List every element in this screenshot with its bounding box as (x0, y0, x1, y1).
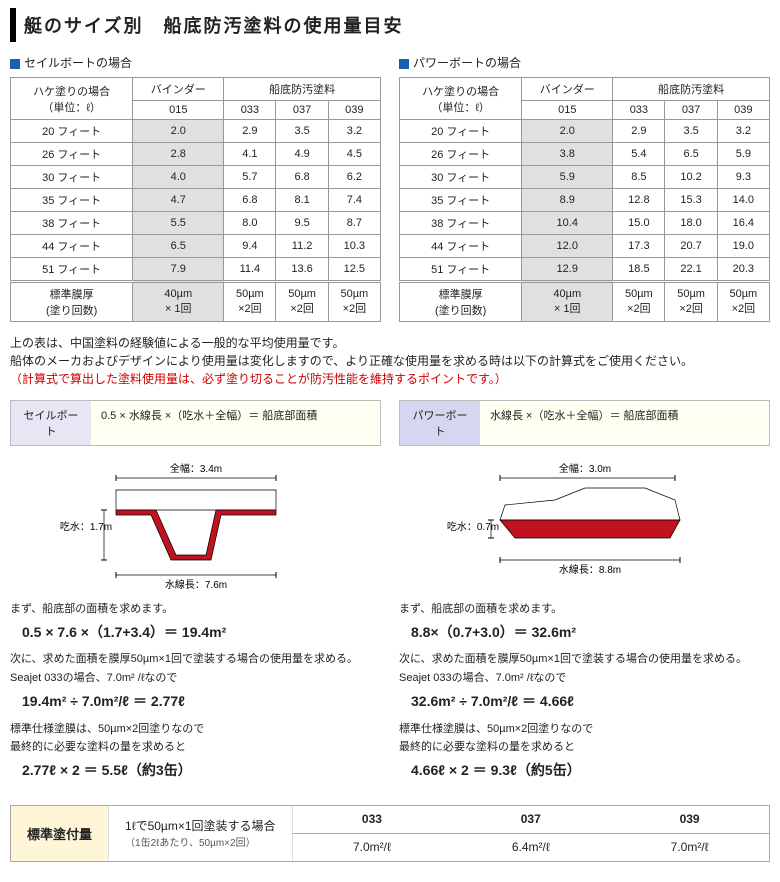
sail-heading-text: セイルボートの場合 (24, 56, 132, 70)
sail-heading: セイルボートの場合 (10, 54, 381, 71)
footer-mid: 1ℓで50µm×1回塗装する場合 （1缶2ℓあたり、50µm×2回） (108, 806, 292, 861)
power-diagram: 全幅：3.0m 吃水：0.7m 水線長：8.8m (399, 460, 770, 590)
calc-text: 次に、求めた面積を膜厚50µm×1回で塗装する場合の使用量を求める。 (399, 650, 770, 669)
formula-section: セイルボート 0.5 × 水線長 ×（吃水＋全幅）＝ 船底部面積 パワーボート … (10, 400, 770, 446)
power-heading: パワーボートの場合 (399, 54, 770, 71)
tables-section: セイルボートの場合 ハケ塗りの場合 （単位：ℓ）バインダー船底防汚塗料01503… (10, 54, 770, 322)
calc-text: 最終的に必要な塗料の量を求めると (399, 738, 770, 757)
note-line: 上の表は、中国塗料の経験値による一般的な平均使用量です。 (10, 334, 770, 352)
power-table: ハケ塗りの場合 （単位：ℓ）バインダー船底防汚塗料01503303703920 … (399, 77, 770, 322)
notes-block: 上の表は、中国塗料の経験値による一般的な平均使用量です。 船体のメーカおよびデザ… (10, 334, 770, 388)
calc-text: Seajet 033の場合、7.0m² /ℓなので (399, 669, 770, 688)
calc-text: Seajet 033の場合、7.0m² /ℓなので (10, 669, 381, 688)
note-line-warning: （計算式で算出した塗料使用量は、必ず塗り切ることが防汚性能を維持するポイントです… (10, 370, 770, 388)
lwl-label: 水線長：8.8m (558, 563, 620, 576)
calc-section: まず、船底部の面積を求めます。 0.5 × 7.6 ×（1.7+3.4）＝ 19… (10, 600, 770, 789)
sail-diagram: 全幅：3.4m 吃水：1.7m 水線長：7.6m (10, 460, 381, 590)
calc-eq: 19.4m² ÷ 7.0m²/ℓ ＝ 2.77ℓ (22, 690, 381, 714)
note-line: 船体のメーカおよびデザインにより使用量は変化しますので、より正確な使用量を求める… (10, 352, 770, 370)
footer-grid: 0330370397.0m²/ℓ6.4m²/ℓ7.0m²/ℓ (292, 806, 769, 861)
diagram-section: 全幅：3.4m 吃水：1.7m 水線長：7.6m 全幅：3.0m 吃水：0.7m… (10, 460, 770, 590)
power-heading-text: パワーボートの場合 (413, 56, 521, 70)
beam-label: 全幅：3.4m (169, 462, 221, 475)
square-icon (10, 59, 20, 69)
calc-eq: 0.5 × 7.6 ×（1.7+3.4）＝ 19.4m² (22, 621, 381, 645)
power-calc: まず、船底部の面積を求めます。 8.8×（0.7+3.0）＝ 32.6m² 次に… (399, 600, 770, 789)
calc-text: 最終的に必要な塗料の量を求めると (10, 738, 381, 757)
lwl-label: 水線長：7.6m (164, 578, 226, 590)
sail-table-col: セイルボートの場合 ハケ塗りの場合 （単位：ℓ）バインダー船底防汚塗料01503… (10, 54, 381, 322)
square-icon (399, 59, 409, 69)
power-table-col: パワーボートの場合 ハケ塗りの場合 （単位：ℓ）バインダー船底防汚塗料01503… (399, 54, 770, 322)
footer-label: 標準塗付量 (11, 806, 108, 861)
sail-calc: まず、船底部の面積を求めます。 0.5 × 7.6 ×（1.7+3.4）＝ 19… (10, 600, 381, 789)
formula-sail-text: 0.5 × 水線長 ×（吃水＋全幅）＝ 船底部面積 (91, 401, 380, 445)
calc-eq: 2.77ℓ × 2 ＝ 5.5ℓ（約3缶） (22, 759, 381, 783)
footer-mid-line1: 1ℓで50µm×1回塗装する場合 (125, 817, 276, 834)
beam-label: 全幅：3.0m (558, 462, 610, 475)
calc-eq: 4.66ℓ × 2 ＝ 9.3ℓ（約5缶） (411, 759, 770, 783)
formula-power: パワーボート 水線長 ×（吃水＋全幅）＝ 船底部面積 (399, 400, 770, 446)
formula-power-label: パワーボート (400, 401, 480, 445)
calc-text: まず、船底部の面積を求めます。 (399, 600, 770, 619)
formula-sail-label: セイルボート (11, 401, 91, 445)
calc-text: 次に、求めた面積を膜厚50µm×1回で塗装する場合の使用量を求める。 (10, 650, 381, 669)
formula-power-text: 水線長 ×（吃水＋全幅）＝ 船底部面積 (480, 401, 769, 445)
calc-text: 標準仕様塗膜は、50µm×2回塗りなので (399, 720, 770, 739)
page-title: 艇のサイズ別 船底防汚塗料の使用量目安 (10, 8, 770, 42)
sail-table: ハケ塗りの場合 （単位：ℓ）バインダー船底防汚塗料01503303703920 … (10, 77, 381, 322)
calc-eq: 32.6m² ÷ 7.0m²/ℓ ＝ 4.66ℓ (411, 690, 770, 714)
calc-text: まず、船底部の面積を求めます。 (10, 600, 381, 619)
calc-text: 標準仕様塗膜は、50µm×2回塗りなので (10, 720, 381, 739)
formula-sail: セイルボート 0.5 × 水線長 ×（吃水＋全幅）＝ 船底部面積 (10, 400, 381, 446)
footer-mid-line2: （1缶2ℓあたり、50µm×2回） (125, 834, 276, 849)
footer-table: 標準塗付量 1ℓで50µm×1回塗装する場合 （1缶2ℓあたり、50µm×2回）… (10, 805, 770, 862)
calc-eq: 8.8×（0.7+3.0）＝ 32.6m² (411, 621, 770, 645)
